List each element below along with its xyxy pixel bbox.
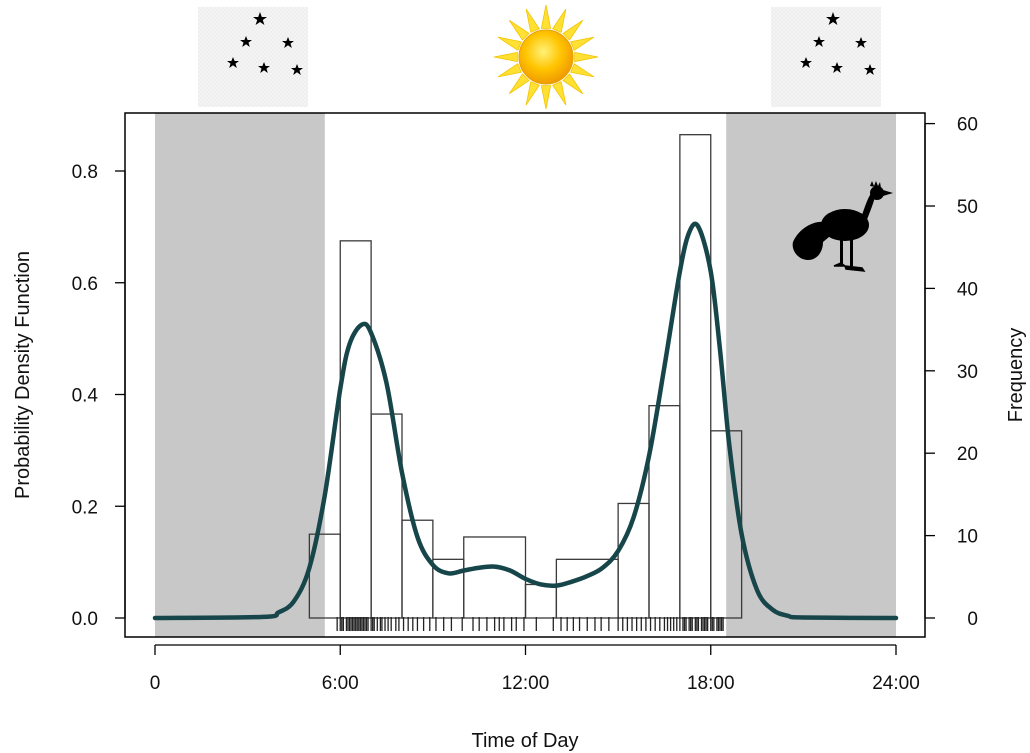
density-curve <box>152 221 899 621</box>
y-tick-label-right: 20 <box>957 444 978 465</box>
y-tick-label-left: 0.6 <box>72 274 98 295</box>
x-tick-label: 12:00 <box>502 673 550 694</box>
moon-stars-icon <box>771 7 881 107</box>
y-tick-label-left: 0.0 <box>72 609 98 630</box>
histogram-bar <box>370 413 403 619</box>
y-axis-right-title: Frequency <box>1005 328 1027 423</box>
y-axis-left: 0.0 0.2 0.4 0.6 0.8 <box>72 162 126 630</box>
observation-rug <box>336 617 724 631</box>
bird-silhouette-icon <box>792 181 893 272</box>
histogram <box>308 134 743 619</box>
x-tick-label: 0 <box>150 673 161 694</box>
y-tick-label-right: 60 <box>957 115 978 136</box>
y-tick-label-right: 10 <box>957 527 978 548</box>
y-tick-label-left: 0.4 <box>72 386 99 407</box>
y-tick-label-right: 30 <box>957 362 978 383</box>
x-axis-title: Time of Day <box>471 730 578 752</box>
x-tick-label: 18:00 <box>687 673 735 694</box>
sun-icon <box>493 4 599 110</box>
y-tick-label-left: 0.2 <box>72 497 98 518</box>
y-tick-label-right: 50 <box>957 197 978 218</box>
histogram-bar <box>555 558 619 619</box>
moon-stars-icon <box>198 7 308 107</box>
y-tick-label-right: 0 <box>967 609 978 630</box>
y-tick-label-right: 40 <box>957 279 978 300</box>
histogram-bar <box>463 536 527 619</box>
histogram-bar <box>524 583 558 619</box>
night-band <box>155 113 325 637</box>
y-axis-left-title: Probability Density Function <box>12 251 34 499</box>
y-tick-label-left: 0.8 <box>72 162 98 183</box>
histogram-bar <box>679 134 712 619</box>
histogram-bar <box>339 240 372 619</box>
y-axis-right: 0 10 20 30 40 50 60 <box>924 115 978 630</box>
x-tick-label: 6:00 <box>322 673 359 694</box>
x-tick-label: 24:00 <box>872 673 920 694</box>
x-axis: 0 6:00 12:00 18:00 24:00 <box>150 644 920 694</box>
